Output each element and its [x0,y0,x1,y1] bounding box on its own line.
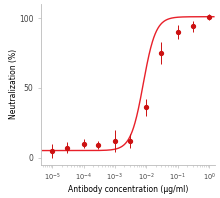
Y-axis label: Neutralization (%): Neutralization (%) [9,49,18,119]
X-axis label: Antibody concentration (μg/ml): Antibody concentration (μg/ml) [68,185,189,194]
